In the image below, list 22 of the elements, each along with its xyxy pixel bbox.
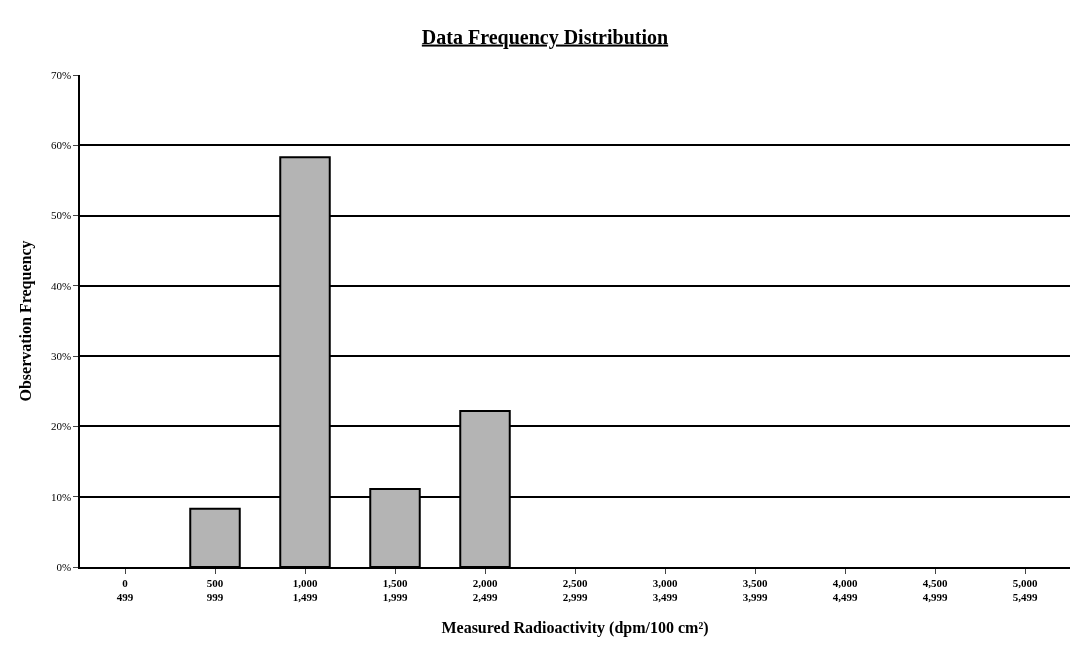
y-tick-label: 70% <box>50 68 72 81</box>
x-axis-title: Measured Radioactivity (dpm/100 cm²) <box>441 619 709 638</box>
y-tick-label: 50% <box>50 209 72 222</box>
x-tick-label: 5,000 5,499 <box>1012 576 1038 604</box>
x-tick-label: 4,500 4,999 <box>922 576 948 604</box>
y-tick-label: 40% <box>50 279 72 292</box>
x-tick-label: 2,500 2,999 <box>562 576 588 604</box>
y-tick-label: 60% <box>50 139 72 152</box>
y-tick-label: 20% <box>50 420 72 433</box>
x-tick-label: 1,000 1,499 <box>292 576 318 604</box>
x-tick-label: 4,000 4,499 <box>832 576 858 604</box>
y-tick-label: 10% <box>50 490 72 503</box>
y-axis-title: Observation Frequency <box>17 240 36 402</box>
y-tick-label: 30% <box>50 349 72 362</box>
x-tick-label: 3,500 3,999 <box>742 576 768 604</box>
x-tick-label: 2,000 2,499 <box>472 576 498 604</box>
x-tick-label: 500 999 <box>206 576 224 604</box>
x-tick-label: 1,500 1,999 <box>382 576 408 604</box>
y-tick-label: 0% <box>56 560 72 573</box>
x-tick-label: 3,000 3,499 <box>652 576 678 604</box>
x-tick-label: 0 499 <box>116 576 134 604</box>
chart-title: Data Frequency Distribution <box>421 25 669 49</box>
